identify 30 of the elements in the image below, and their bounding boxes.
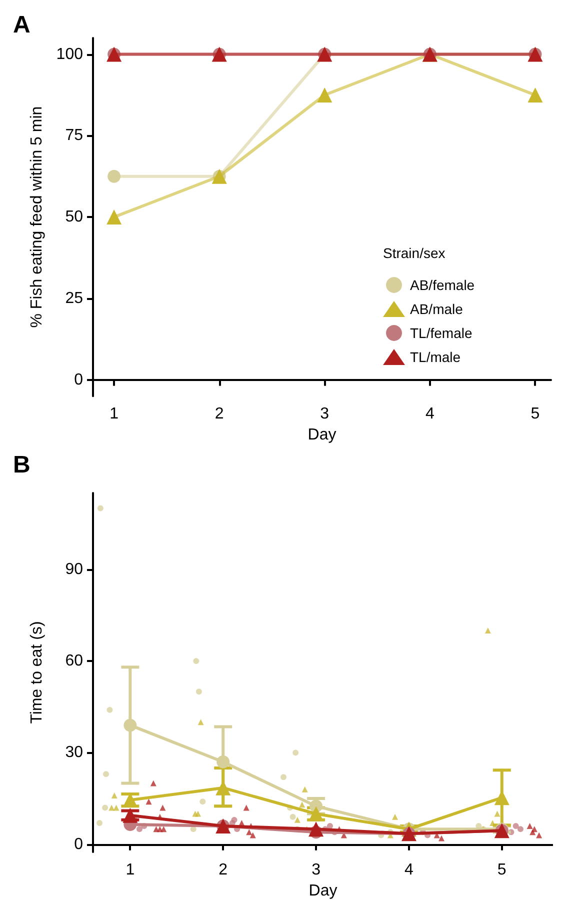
x-tick-label: 1 (110, 406, 119, 423)
x-tick-label: 5 (530, 406, 540, 423)
x-tick-label: 2 (214, 406, 224, 423)
x-tick-label: 3 (312, 862, 321, 878)
x-tick-label: 1 (126, 862, 135, 878)
y-tick-label: 75 (65, 127, 84, 144)
y-axis-title: % Fish eating feed within 5 min (28, 106, 46, 328)
x-tick-label: 5 (497, 862, 506, 878)
legend-label: TL/male (410, 349, 461, 365)
x-axis-title: Day (308, 426, 336, 444)
chart-title: B (13, 452, 30, 478)
x-tick-label: 3 (320, 406, 330, 423)
y-tick-label: 0 (74, 371, 84, 388)
legend-label: AB/female (410, 277, 475, 293)
y-tick-label: 25 (65, 290, 84, 307)
x-axis-title: Day (308, 882, 338, 900)
legend-label: TL/female (410, 325, 472, 341)
y-tick-label: 50 (65, 208, 84, 226)
y-tick-label: 100 (56, 46, 84, 63)
y-tick-label: 0 (74, 836, 84, 853)
legend-label: AB/male (410, 301, 464, 317)
x-tick-label: 2 (218, 862, 228, 878)
legend-title: Strain/sex (383, 245, 446, 261)
x-tick-label: 4 (404, 862, 414, 878)
chart-title: A (13, 12, 30, 38)
x-tick-label: 4 (425, 406, 434, 423)
y-tick-label: 30 (65, 744, 84, 762)
y-tick-label: 60 (65, 652, 84, 670)
y-tick-label: 90 (65, 560, 84, 578)
y-axis-title: Time to eat (s) (28, 621, 46, 724)
